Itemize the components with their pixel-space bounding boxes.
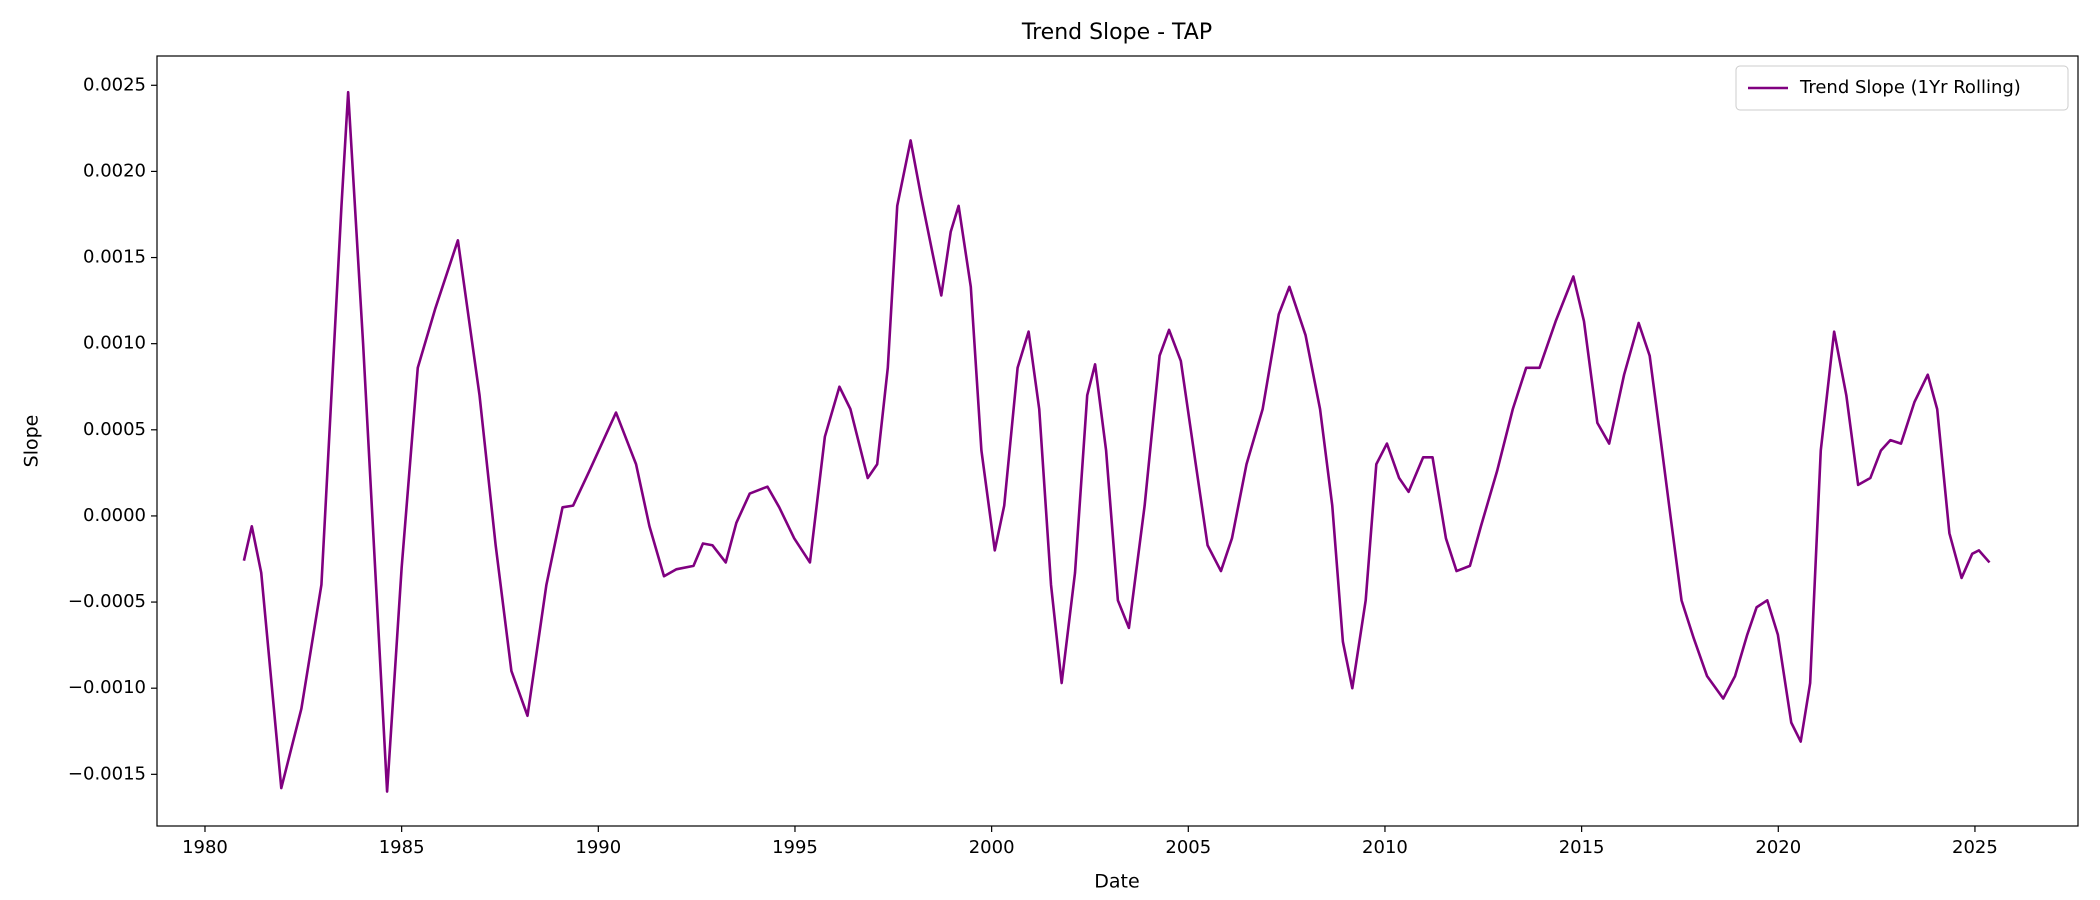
x-axis-label: Date <box>1094 871 1139 893</box>
y-tick-label: −0.0015 <box>68 763 146 784</box>
legend-label: Trend Slope (1Yr Rolling) <box>1799 77 2021 98</box>
y-tick-label: −0.0010 <box>68 677 146 698</box>
x-tick-label: 2005 <box>1165 837 1211 858</box>
y-tick-label: −0.0005 <box>68 591 146 612</box>
legend-box <box>1735 65 2069 111</box>
plot-frame <box>156 55 2079 827</box>
x-tick-label: 2020 <box>1755 837 1801 858</box>
y-tick-label: 0.0000 <box>83 505 146 526</box>
series-line <box>242 90 1991 793</box>
x-tick-label: 2025 <box>1952 837 1998 858</box>
y-tick-label: 0.0020 <box>83 160 146 181</box>
chart-title: Trend Slope - TAP <box>1021 20 1212 45</box>
x-tick-label: 2015 <box>1559 837 1605 858</box>
x-tick-label: 2010 <box>1362 837 1408 858</box>
x-tick-label: 2000 <box>969 837 1015 858</box>
y-tick-label: 0.0005 <box>83 419 146 440</box>
x-tick-label: 1985 <box>379 837 425 858</box>
y-tick-label: 0.0010 <box>83 333 146 354</box>
y-axis-label: Slope <box>21 415 43 468</box>
x-tick-label: 1990 <box>575 837 621 858</box>
x-tick-label: 1980 <box>182 837 228 858</box>
y-tick-label: 0.0015 <box>83 247 146 268</box>
y-tick-label: 0.0025 <box>83 74 146 95</box>
x-tick-label: 1995 <box>772 837 818 858</box>
